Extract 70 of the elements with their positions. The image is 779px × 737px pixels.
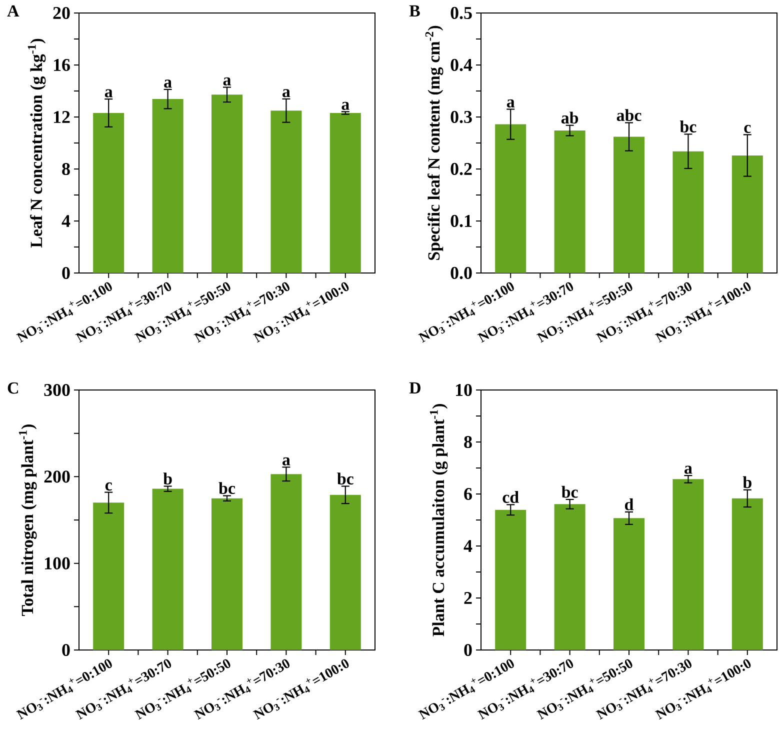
y-tick-label: 8: [464, 436, 472, 448]
y-tick-label: 8: [62, 162, 70, 176]
bar: [152, 488, 184, 650]
bar: [330, 112, 361, 273]
y-axis-title: Total nitrogen (mg plant$^{-1}$): [18, 424, 37, 616]
data-label: a: [684, 466, 692, 474]
bar: [270, 110, 302, 273]
bar: [732, 155, 763, 273]
y-tick-label: 300: [44, 384, 70, 396]
y-tick-label: 10: [456, 384, 472, 396]
y-tick-label: 0.5: [450, 6, 472, 20]
y-tick-label: 0: [62, 266, 70, 280]
y-tick-label: 20: [53, 6, 70, 20]
data-label: bc: [562, 486, 578, 498]
bar: [152, 99, 184, 273]
bar: [554, 130, 586, 273]
data-label: a: [104, 89, 113, 98]
data-label: a: [282, 89, 290, 98]
data-label: c: [744, 124, 751, 133]
data-label: c: [105, 482, 112, 491]
data-label: b: [163, 472, 172, 485]
bar: [93, 502, 124, 650]
y-tick-label: 0.4: [450, 58, 472, 72]
chart-title: C: [8, 382, 18, 394]
y-tick-label: 0: [62, 644, 70, 656]
chart-title: B: [409, 5, 420, 16]
y-axis-title: Specific leaf N content (mg cm$^{-2}$): [425, 26, 444, 260]
bar: [495, 124, 526, 273]
bar: [614, 518, 645, 650]
y-tick-label: 4: [62, 215, 70, 227]
bar: [330, 494, 361, 650]
y-tick-label: 0: [464, 644, 472, 656]
bar: [270, 474, 302, 650]
data-label: a: [164, 80, 172, 88]
bar: [554, 504, 586, 650]
data-label: a: [506, 99, 515, 108]
data-label: bc: [218, 482, 236, 494]
y-axis-title: Plant C accumulaiton (g plant$^{-1}$): [430, 404, 448, 636]
data-label: a: [223, 77, 231, 86]
y-tick-label: 200: [44, 470, 70, 483]
y-tick-label: 100: [45, 557, 70, 570]
chart-title: D: [409, 382, 420, 394]
data-label: b: [742, 476, 752, 488]
data-label: a: [342, 102, 350, 110]
bar: [672, 151, 704, 273]
y-tick-label: 0.1: [450, 214, 472, 228]
y-tick-label: 2: [464, 592, 472, 604]
data-label: d: [624, 498, 634, 510]
bar: [672, 479, 704, 650]
data-label: a: [282, 457, 290, 466]
bar: [212, 94, 242, 273]
data-label: ab: [561, 112, 578, 124]
data-label: bc: [680, 120, 696, 132]
data-label: bc: [337, 472, 354, 485]
y-tick-label: 12: [54, 111, 70, 123]
y-tick-label: 16: [54, 58, 70, 72]
y-tick-label: 0.2: [450, 162, 472, 176]
chart-title: A: [7, 5, 20, 17]
y-tick-label: 6: [464, 488, 472, 500]
y-tick-label: 4: [464, 540, 472, 552]
y-tick-label: 0.3: [450, 110, 472, 124]
data-label: cd: [502, 491, 519, 503]
bar: [495, 510, 526, 650]
bar: [93, 112, 124, 273]
data-label: abc: [616, 109, 642, 122]
bar: [614, 136, 645, 273]
y-tick-label: 0.0: [450, 266, 472, 280]
bar: [732, 498, 763, 650]
bar: [212, 498, 242, 650]
y-axis-title: Leaf N concentration (g kg$^{-1}$): [28, 38, 46, 248]
